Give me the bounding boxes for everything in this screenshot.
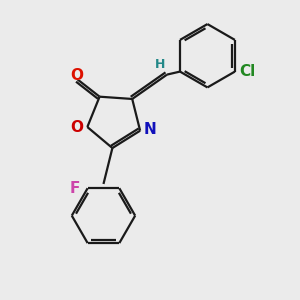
Text: F: F — [69, 179, 81, 197]
Text: N: N — [142, 120, 157, 138]
Text: H: H — [153, 57, 166, 72]
Text: O: O — [70, 68, 84, 82]
Text: O: O — [69, 66, 85, 84]
Text: O: O — [70, 119, 83, 134]
Text: Cl: Cl — [239, 64, 256, 79]
Text: N: N — [143, 122, 156, 137]
Text: Cl: Cl — [238, 63, 257, 81]
Text: F: F — [70, 181, 80, 196]
Text: H: H — [154, 58, 165, 71]
Text: O: O — [69, 118, 85, 136]
